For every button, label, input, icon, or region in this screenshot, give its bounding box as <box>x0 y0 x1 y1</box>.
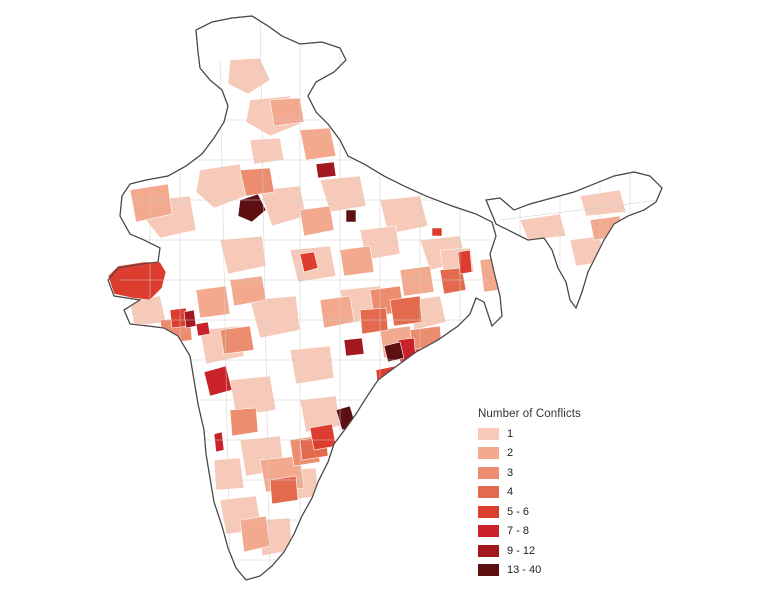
legend-label: 2 <box>507 447 514 459</box>
legend-label: 4 <box>507 486 514 498</box>
conflict-districts <box>129 57 627 557</box>
districts-level-2 <box>129 97 623 553</box>
legend-row: 13 - 40 <box>478 563 618 578</box>
map-legend: Number of Conflicts 1 2 3 4 5 - 6 7 - 8 … <box>478 408 618 582</box>
legend-row: 7 - 8 <box>478 524 618 539</box>
legend-row: 1 <box>478 426 618 441</box>
district-boundaries <box>120 19 661 580</box>
legend-label: 1 <box>507 427 514 440</box>
legend-row: 5 - 6 <box>478 504 618 519</box>
legend-swatch <box>478 447 499 459</box>
legend-swatch <box>478 505 499 518</box>
legend-label: 13 - 40 <box>507 564 542 576</box>
legend-label: 5 - 6 <box>507 505 530 518</box>
mainland-border <box>107 15 503 581</box>
legend-swatch <box>478 466 499 479</box>
legend-swatch <box>478 525 499 537</box>
legend-label: 9 - 12 <box>507 544 536 557</box>
legend-row: 9 - 12 <box>478 543 618 558</box>
legend-rows: 1 2 3 4 5 - 6 7 - 8 9 - 12 13 - 40 <box>478 426 618 578</box>
legend-swatch <box>478 427 499 440</box>
northeast-border <box>485 171 663 310</box>
legend-row: 4 <box>478 485 618 500</box>
legend-title: Number of Conflicts <box>478 408 581 420</box>
districts-level-9-12 <box>183 161 365 357</box>
legend-label: 7 - 8 <box>507 525 530 537</box>
legend-label: 3 <box>507 466 514 479</box>
legend-swatch <box>478 544 499 557</box>
legend-row: 3 <box>478 465 618 480</box>
legend-swatch <box>478 564 499 576</box>
legend-swatch <box>478 486 499 498</box>
legend-row: 2 <box>478 446 618 461</box>
